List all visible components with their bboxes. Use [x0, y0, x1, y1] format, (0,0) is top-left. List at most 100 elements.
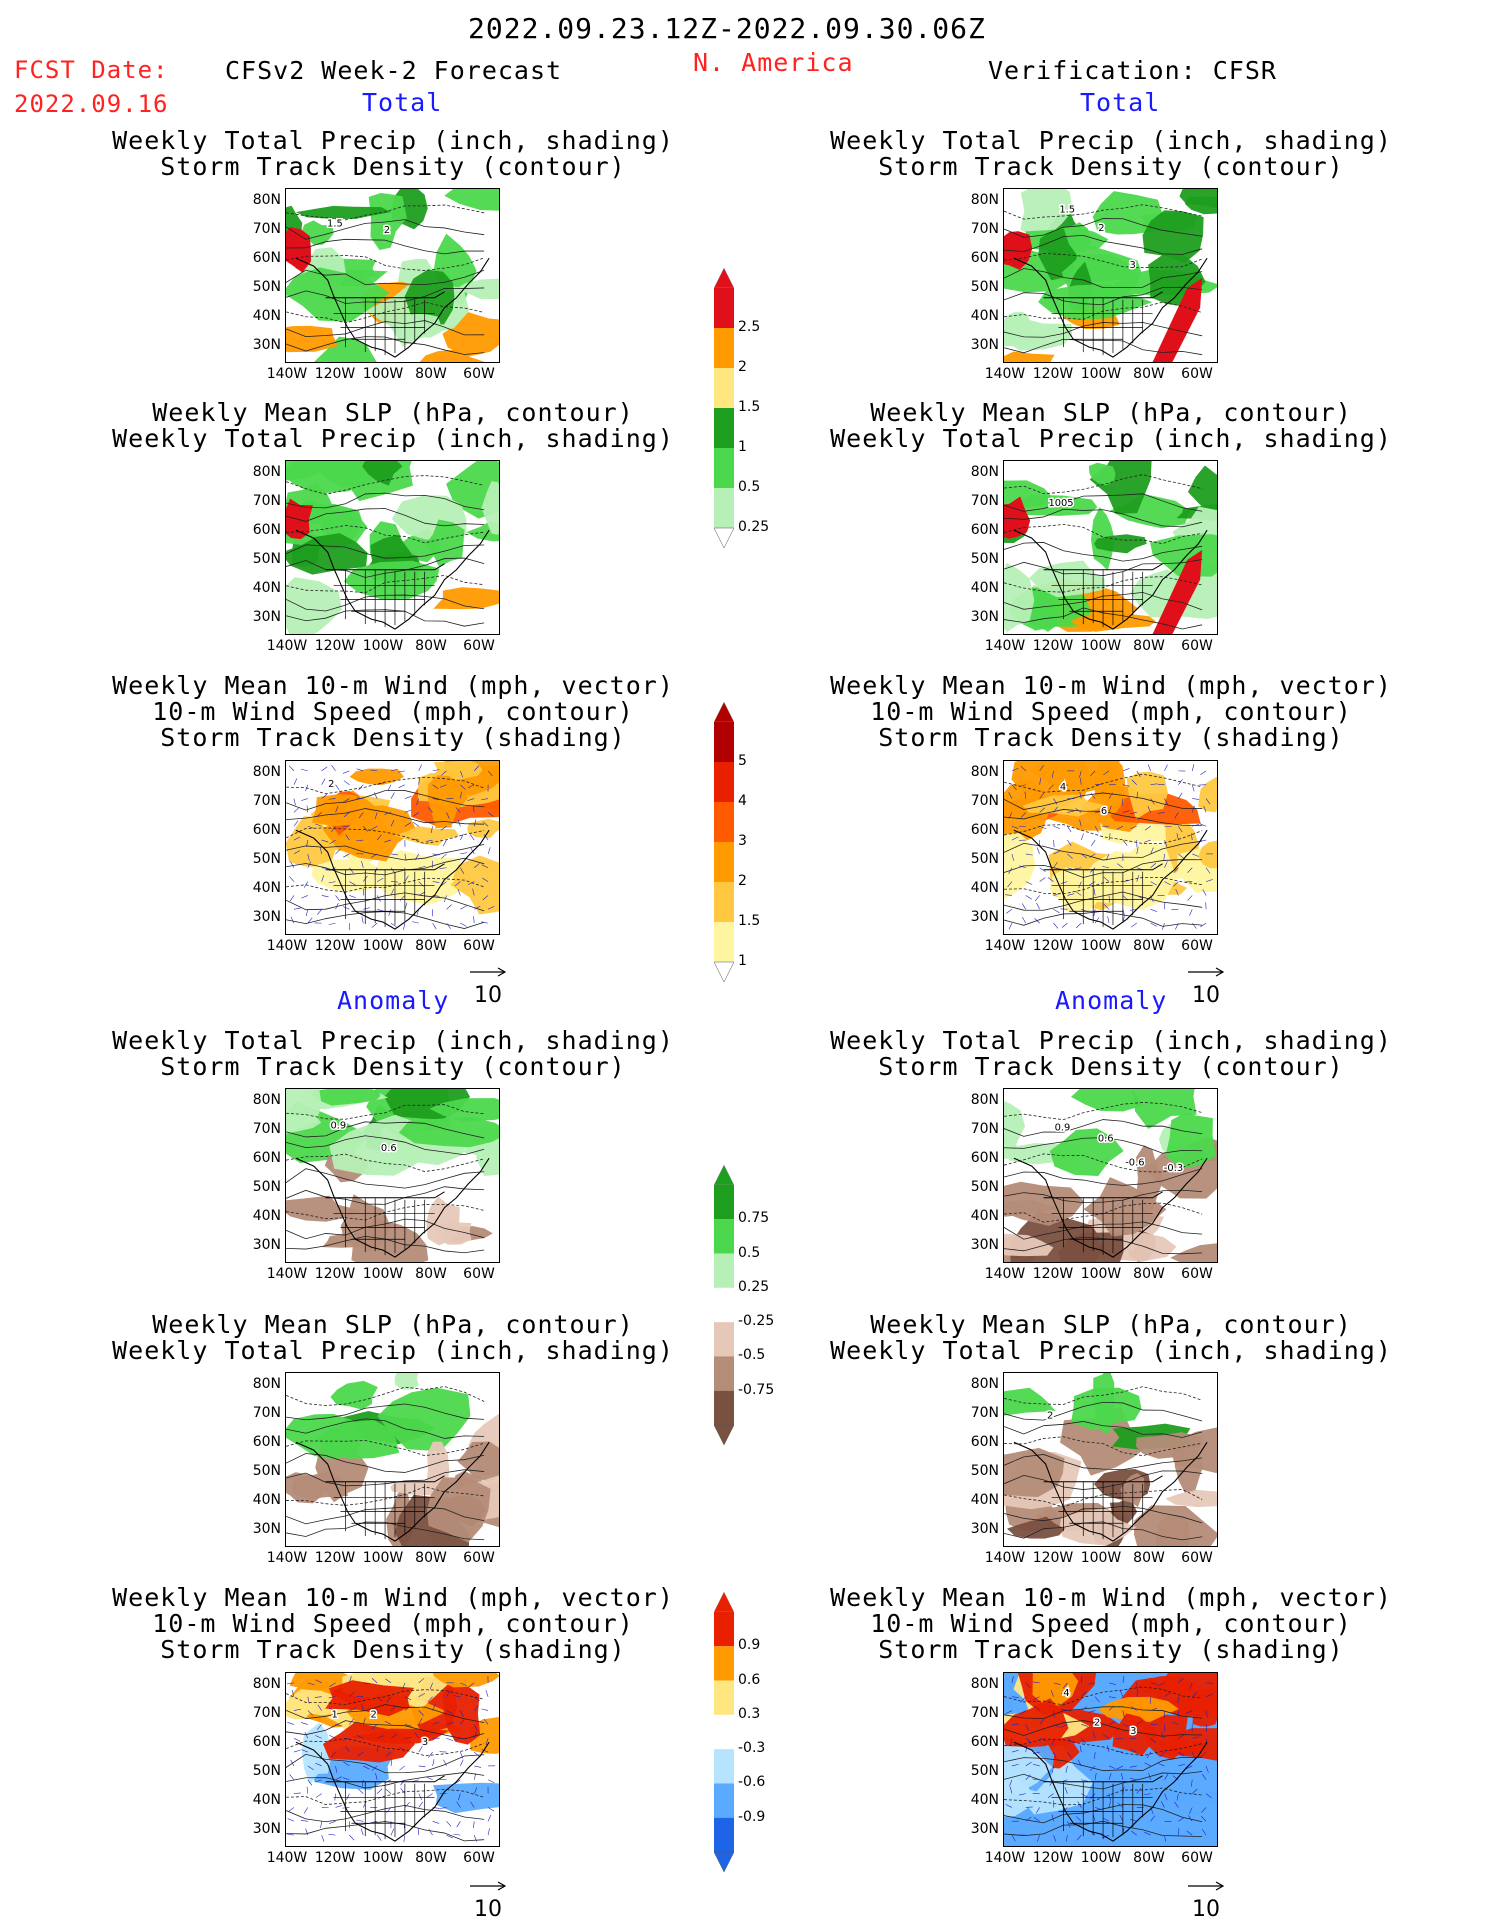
lat-tick-label: 70N	[252, 493, 281, 509]
colorbar-label: 3	[738, 833, 747, 849]
panel-title: Weekly Total Precip (inch, shading) Storm…	[801, 128, 1421, 180]
reference-vector-label: 10	[1192, 1897, 1220, 1922]
fcst-date-value: 2022.09.16	[14, 90, 169, 118]
panel-title-line: Storm Track Density (shading)	[878, 723, 1344, 752]
contour-label: 2	[1047, 1411, 1053, 1422]
lat-tick-label: 70N	[252, 221, 281, 237]
panel-title-line: Weekly Mean SLP (hPa, contour)	[870, 1310, 1352, 1339]
lon-tick-label: 80W	[1133, 1550, 1165, 1566]
contour-label: 0.6	[1098, 1134, 1114, 1145]
contour-label: -0.3	[1164, 1163, 1183, 1174]
colorbar-label: -0.75	[738, 1381, 775, 1398]
panel-title-line: Storm Track Density (shading)	[160, 723, 626, 752]
lat-tick-label: 50N	[970, 551, 999, 567]
lat-tick-label: 80N	[970, 1092, 999, 1108]
panel-title: Weekly Total Precip (inch, shading) Storm…	[83, 1028, 703, 1080]
lon-tick-label: 100W	[362, 366, 404, 382]
lon-tick-label: 60W	[463, 1550, 495, 1566]
reference-vector: 10	[1181, 1872, 1231, 1922]
panel-title-line: Storm Track Density (shading)	[160, 1635, 626, 1664]
panel-title-line: 10-m Wind Speed (mph, contour)	[152, 1609, 634, 1638]
lon-tick-label: 80W	[1133, 938, 1165, 954]
panel-title-line: Storm Track Density (contour)	[160, 1052, 626, 1081]
map-field	[286, 461, 499, 634]
lat-tick-label: 50N	[252, 551, 281, 567]
colorbar-label: 2.5	[738, 319, 761, 335]
contour-label: 4	[1063, 1688, 1069, 1699]
lon-tick-label: 60W	[1181, 938, 1213, 954]
reference-vector: 10	[463, 1872, 513, 1922]
lon-tick-label: 140W	[984, 1266, 1026, 1282]
lon-tick-label: 120W	[314, 1266, 356, 1282]
colorbar-storm_anom	[713, 1591, 735, 1876]
contour-label: 2	[1094, 1718, 1100, 1729]
arrow-icon	[470, 1881, 507, 1891]
lon-tick-label: 60W	[463, 1266, 495, 1282]
colorbar-label: 1	[738, 953, 747, 969]
colorbar-label: 2	[738, 873, 747, 889]
section-total-left: Total	[362, 88, 443, 117]
lat-tick-label: 80N	[252, 1092, 281, 1108]
lon-tick-label: 100W	[1080, 366, 1122, 382]
lat-tick-label: 50N	[970, 1763, 999, 1779]
lat-tick-label: 60N	[970, 1150, 999, 1166]
lat-tick-label: 30N	[970, 609, 999, 625]
contour-label: 0.6	[381, 1143, 397, 1154]
contour-label: 1	[332, 1710, 338, 1721]
panel-title: Weekly Mean 10-m Wind (mph, vector) 10-m …	[83, 673, 703, 751]
contour-label: 0.9	[330, 1120, 346, 1131]
section-total-right: Total	[1080, 88, 1161, 117]
lat-tick-label: 30N	[252, 909, 281, 925]
lon-tick-label: 80W	[415, 1266, 447, 1282]
lat-tick-label: 30N	[252, 1521, 281, 1537]
colorbar-label: 0.25	[738, 1278, 770, 1295]
panel-title: Weekly Mean 10-m Wind (mph, vector) 10-m …	[801, 1585, 1421, 1663]
lon-tick-label: 120W	[1032, 1550, 1074, 1566]
lat-tick-label: 50N	[252, 851, 281, 867]
map-field: 2	[286, 761, 499, 934]
lon-tick-label: 100W	[1080, 638, 1122, 654]
lat-tick-label: 50N	[252, 1463, 281, 1479]
map-field	[286, 1373, 499, 1546]
map-field: 1.5 2 3	[1004, 189, 1217, 362]
panel-title-line: Weekly Total Precip (inch, shading)	[112, 1026, 674, 1055]
colorbar-label: 4	[738, 793, 747, 809]
colorbar-precip_total	[713, 267, 735, 552]
map-field: 1.52	[286, 189, 499, 362]
lat-tick-label: 30N	[970, 1821, 999, 1837]
panel-title: Weekly Mean 10-m Wind (mph, vector) 10-m …	[801, 673, 1421, 751]
colorbar-label: -0.6	[738, 1774, 766, 1791]
contour-label: 3	[1130, 1726, 1136, 1737]
forecast-column-title: CFSv2 Week-2 Forecast	[225, 56, 563, 85]
lat-tick-label: 80N	[970, 764, 999, 780]
map-field: 1 2 3	[286, 1673, 499, 1846]
lat-tick-label: 30N	[252, 1237, 281, 1253]
lat-tick-label: 30N	[252, 1821, 281, 1837]
lon-tick-label: 80W	[1133, 638, 1165, 654]
lon-tick-label: 140W	[984, 366, 1026, 382]
panel-title-line: Storm Track Density (contour)	[160, 152, 626, 181]
panel-title-line: 10-m Wind Speed (mph, contour)	[870, 697, 1352, 726]
panel-title-line: Weekly Total Precip (inch, shading)	[830, 1026, 1392, 1055]
map-panel-vf-total-slp: 1005	[1003, 460, 1218, 635]
map-field: 2	[1004, 1373, 1217, 1546]
lat-tick-label: 60N	[252, 1434, 281, 1450]
lon-tick-label: 100W	[362, 938, 404, 954]
lat-tick-label: 40N	[970, 1492, 999, 1508]
lat-tick-label: 40N	[252, 1208, 281, 1224]
lat-tick-label: 40N	[252, 1492, 281, 1508]
lat-tick-label: 70N	[252, 1705, 281, 1721]
contour-label: 1.5	[327, 219, 343, 230]
panel-title-line: Weekly Mean SLP (hPa, contour)	[870, 398, 1352, 427]
colorbar-label: 0.6	[738, 1671, 761, 1688]
lon-tick-label: 100W	[1080, 1550, 1122, 1566]
reference-vector-label: 10	[1192, 983, 1220, 1008]
lon-tick-label: 140W	[984, 1550, 1026, 1566]
verification-column-title: Verification: CFSR	[988, 56, 1277, 85]
contour-label: -0.6	[1125, 1158, 1144, 1169]
lon-tick-label: 120W	[314, 1550, 356, 1566]
panel-title-line: 10-m Wind Speed (mph, contour)	[870, 1609, 1352, 1638]
contour-label: 4	[1060, 782, 1066, 793]
fcst-date-label: FCST Date:	[14, 56, 169, 84]
